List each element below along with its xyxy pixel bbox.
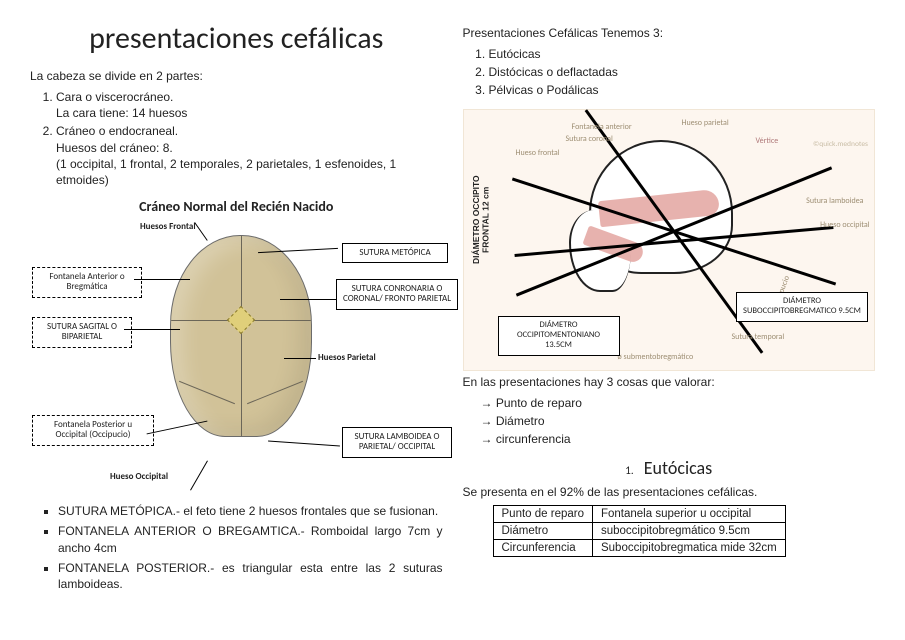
list-item: Cráneo o endocraneal. Huesos del cráneo:…: [56, 123, 443, 188]
leader-line: [190, 461, 208, 491]
eutocicas-text: Se presenta en el 92% de las presentacio…: [463, 485, 876, 499]
eutocicas-heading: 1. Eutócicas: [463, 457, 876, 479]
label-hueso-occipital: Hueso Occipital: [110, 471, 168, 482]
diagram-title: Cráneo Normal del Recién Nacido: [30, 198, 443, 215]
label-huesos-parietal: Huesos Parietal: [318, 352, 376, 363]
leader-line: [134, 279, 190, 280]
eutocicas-table: Punto de reparo Fontanela superior u occ…: [493, 505, 786, 557]
list-item: Diámetro: [481, 413, 876, 429]
two-column-layout: presentaciones cefálicas La cabeza se di…: [30, 20, 875, 602]
label-diametro-occipitofrontal: DIÁMETRO OCCIPITO FRONTAL 12 cm: [472, 165, 491, 275]
list-item: Cara o viscerocráneo. La cara tiene: 14 …: [56, 89, 443, 121]
label-sutura-coronal: SUTURA CONRONARIA O CORONAL/ FRONTO PARI…: [336, 279, 458, 310]
leader-line: [194, 222, 207, 241]
label-diametro-suboccipitobregmatico: DIÁMETRO SUBOCCIPITOBREGMATICO 9.5CM: [736, 292, 868, 322]
label-hueso-parietal: Hueso parietal: [682, 118, 729, 128]
table-row: Punto de reparo Fontanela superior u occ…: [493, 506, 785, 523]
list-item: Punto de reparo: [481, 395, 876, 411]
skull-top-diagram: Huesos Frontal Huesos Parietal Hueso Occ…: [30, 217, 443, 497]
lambdoid-suture-line: [247, 381, 303, 404]
leader-line: [124, 329, 180, 330]
heading-number: 1.: [625, 464, 633, 477]
sagittal-suture-line: [241, 236, 242, 436]
right-column: Presentaciones Cefálicas Tenemos 3: Eutó…: [463, 20, 876, 602]
intro-text: La cabeza se divide en 2 partes:: [30, 69, 443, 83]
table-row: Circunferencia Suboccipitobregmatica mid…: [493, 540, 785, 557]
leader-line: [147, 421, 208, 435]
list-main: Cráneo o endocraneal.: [56, 124, 178, 138]
valorar-intro: En las presentaciones hay 3 cosas que va…: [463, 375, 876, 389]
label-sutura-coronal: Sutura coronal: [566, 134, 613, 144]
presentations-header: Presentaciones Cefálicas Tenemos 3:: [463, 26, 876, 40]
label-sutura-temporal: Sutura temporal: [732, 332, 785, 342]
list-item: Pélvicas o Podálicas: [489, 82, 876, 98]
label-sutura-metopica: SUTURA METÓPICA: [342, 243, 448, 263]
table-cell: suboccipitobregmático 9.5cm: [592, 523, 785, 540]
label-sutura-lamboidea: SUTURA LAMBOIDEA O PARIETAL/ OCCIPITAL: [342, 427, 452, 458]
watermark: ©quick.mednotes: [813, 140, 868, 149]
label-huesos-frontal: Huesos Frontal: [140, 221, 196, 232]
skull-side-diagram: Fontanela anterior Sutura coronal Hueso …: [463, 109, 876, 371]
list-main: Cara o viscerocráneo.: [56, 90, 173, 104]
page-title: presentaciones cefálicas: [30, 20, 443, 57]
table-cell: Diámetro: [493, 523, 592, 540]
heading-text: Eutócicas: [644, 457, 712, 479]
list-item: Eutócicas: [489, 46, 876, 62]
label-sutura-sagital: SUTURA SAGITAL O BIPARIETAL: [32, 317, 132, 348]
list-sub: Huesos del cráneo: 8. (1 occipital, 1 fr…: [56, 141, 396, 187]
leader-line: [268, 441, 340, 447]
list-item: SUTURA METÓPICA.- el feto tiene 2 huesos…: [58, 503, 443, 519]
skull-top-shape: [170, 235, 312, 437]
label-fontanela-anterior: Fontanela Anterior o Bregmática: [32, 267, 142, 298]
anterior-fontanelle-shape: [227, 306, 255, 334]
table-cell: Suboccipitobregmatica mide 32cm: [592, 540, 785, 557]
label-vertice: Vértice: [756, 136, 779, 146]
label-diametro-occipitomentoniano: DIÁMETRO OCCIPITOMENTONIANO 13.5CM: [498, 316, 620, 355]
list-item: FONTANELA ANTERIOR O BREGAMTICA.- Romboi…: [58, 523, 443, 555]
list-sub: La cara tiene: 14 huesos: [56, 106, 187, 120]
parts-list: Cara o viscerocráneo. La cara tiene: 14 …: [30, 89, 443, 188]
valorar-list: Punto de reparo Diámetro circunferencia: [463, 395, 876, 448]
left-column: presentaciones cefálicas La cabeza se di…: [30, 20, 443, 602]
label-hueso-occipital: Hueso occipital: [800, 220, 870, 230]
leader-line: [284, 358, 316, 359]
list-item: FONTANELA POSTERIOR.- es triangular esta…: [58, 560, 443, 592]
table-cell: Fontanela superior u occipital: [592, 506, 785, 523]
label-sutura-lamboidea: Sutura lamboidea: [794, 196, 864, 206]
table-cell: Punto de reparo: [493, 506, 592, 523]
label-fontanela-posterior: Fontanela Posterior u Occipital (Occipuc…: [32, 415, 154, 446]
suture-bullets: SUTURA METÓPICA.- el feto tiene 2 huesos…: [30, 503, 443, 592]
table-row: Diámetro suboccipitobregmático 9.5cm: [493, 523, 785, 540]
lambdoid-suture-line: [179, 381, 235, 404]
presentation-types: Eutócicas Distócicas o deflactadas Pélvi…: [463, 46, 876, 99]
label-hueso-frontal: Hueso frontal: [516, 148, 560, 158]
list-item: circunferencia: [481, 431, 876, 447]
table-cell: Circunferencia: [493, 540, 592, 557]
label-fontanela-anterior: Fontanela anterior: [572, 122, 632, 132]
leader-line: [280, 299, 336, 300]
list-item: Distócicas o deflactadas: [489, 64, 876, 80]
label-submento: ø submentobregmático: [618, 352, 694, 362]
